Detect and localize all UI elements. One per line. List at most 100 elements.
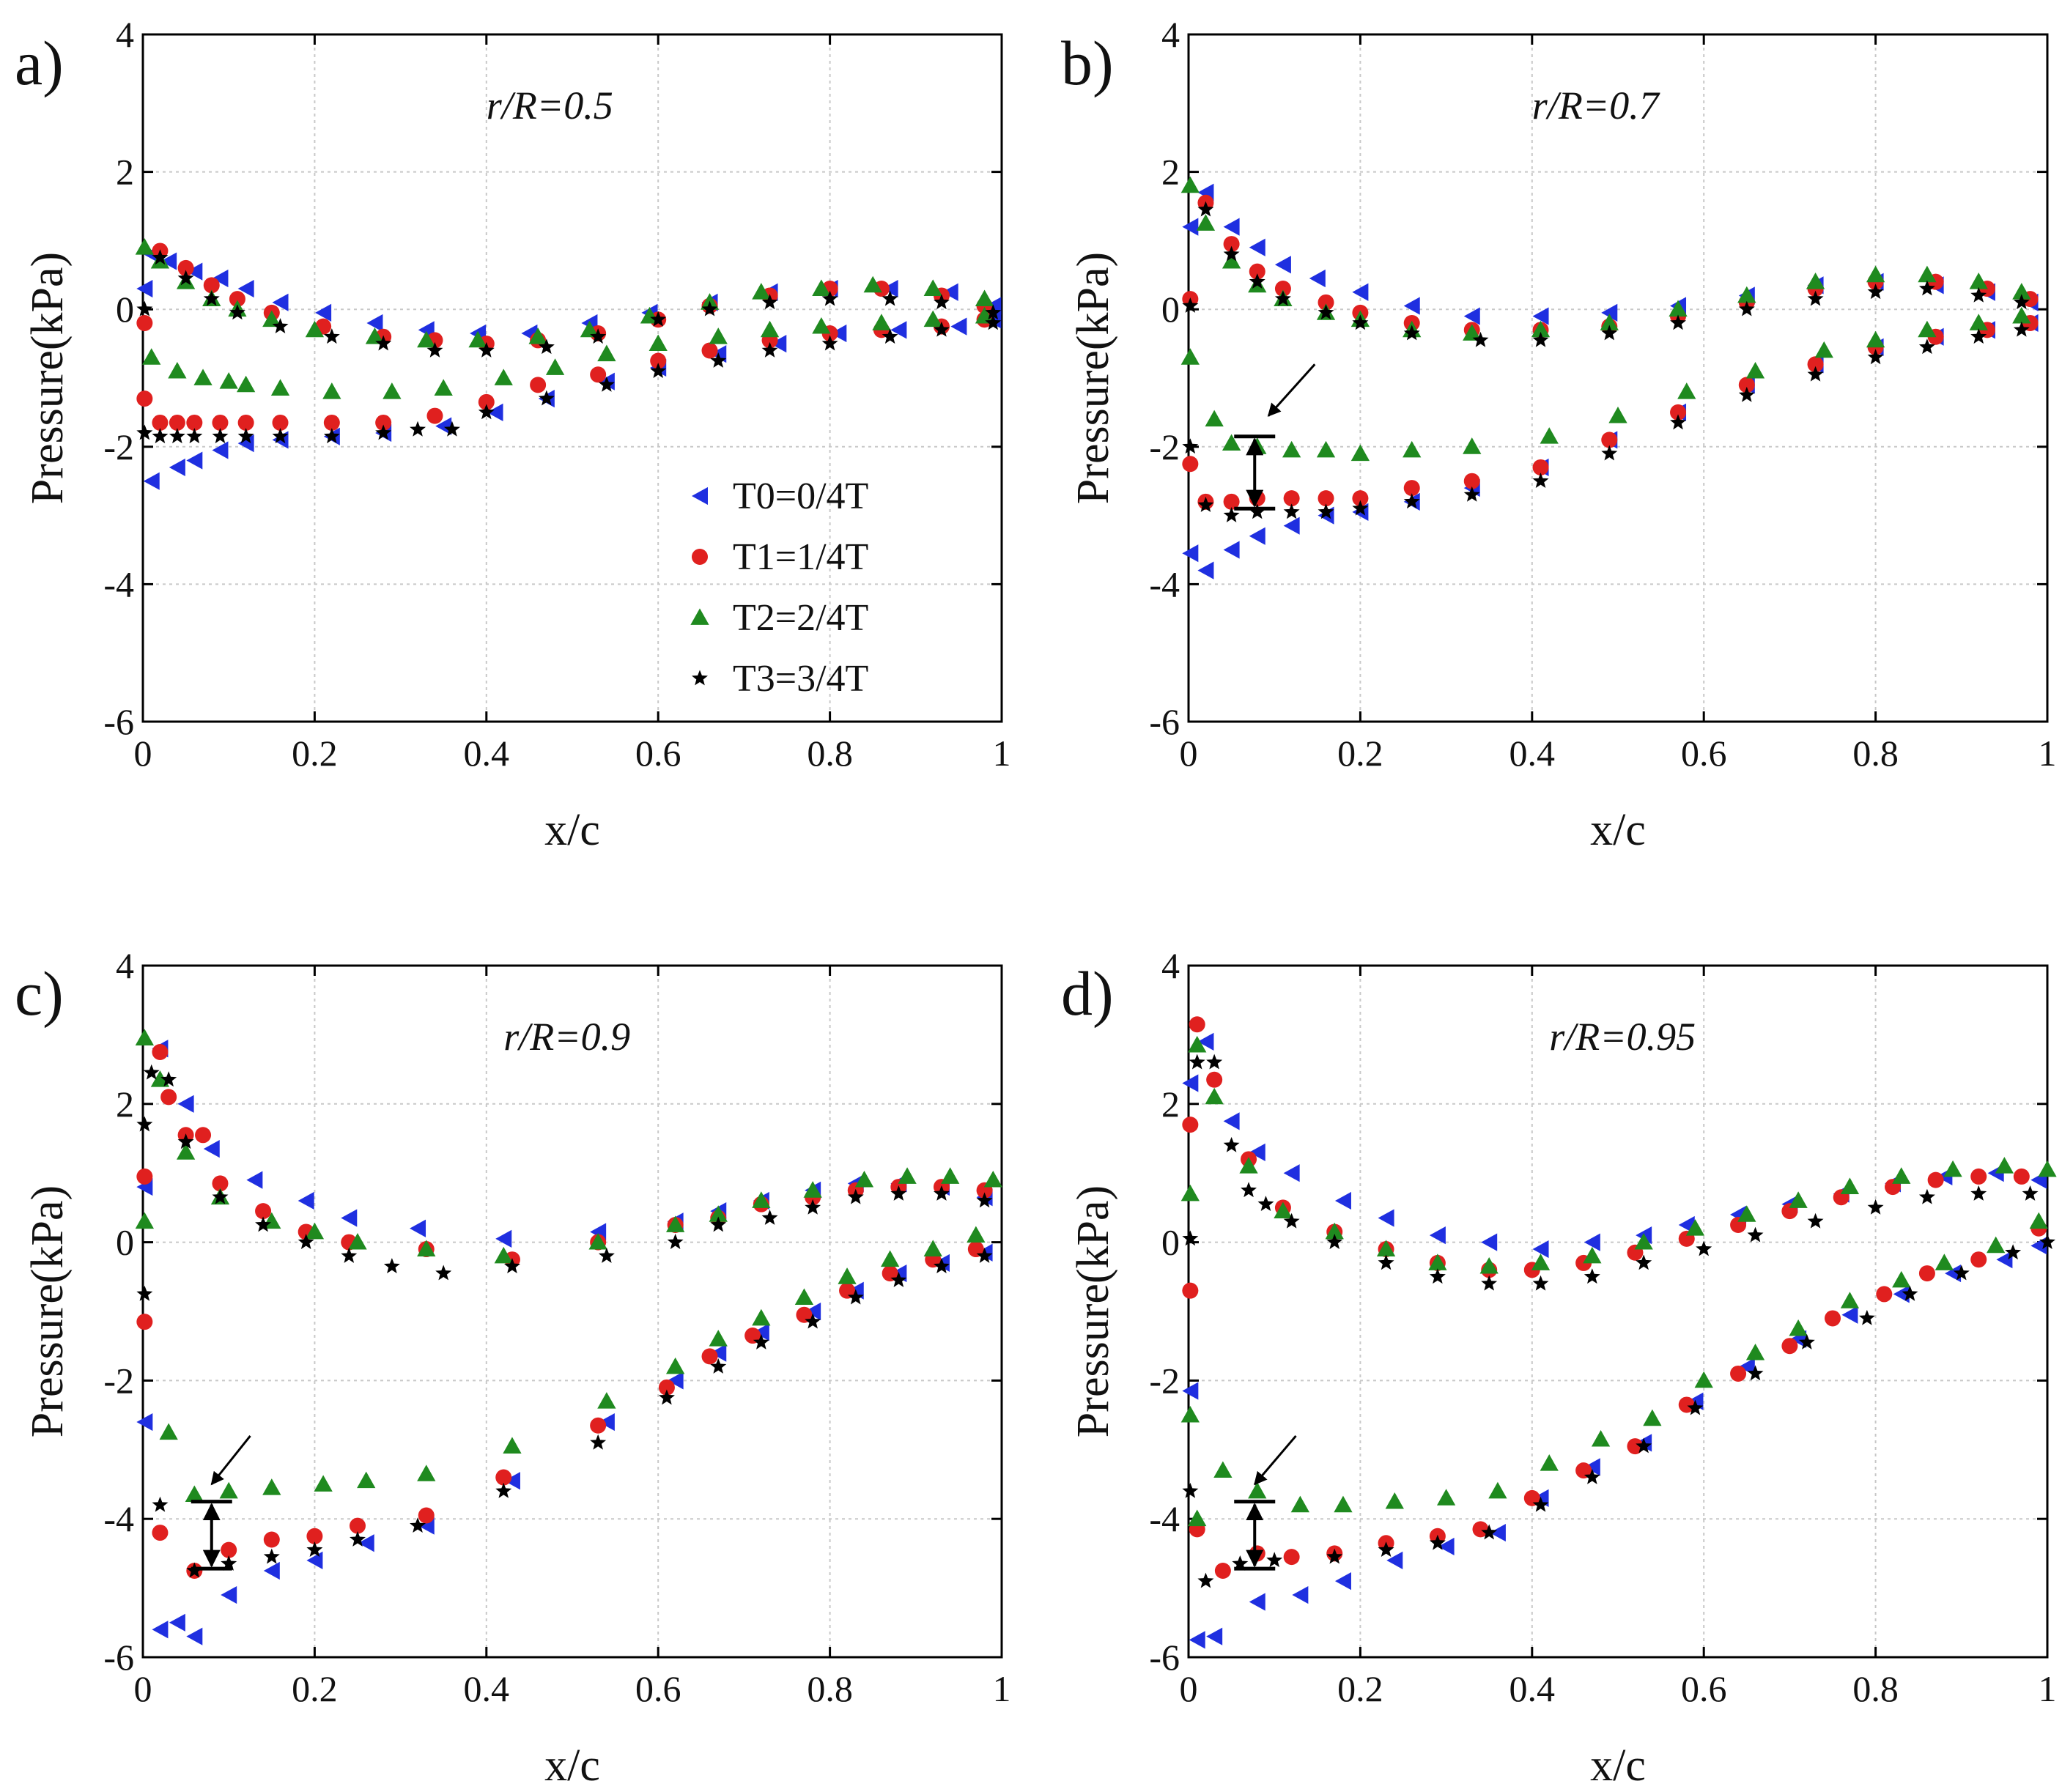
data-point [872,314,891,330]
data-point [1918,1188,1935,1204]
data-point [1182,1282,1199,1299]
y-axis-label: Pressure(kPa) [23,1185,73,1437]
data-point [710,1344,727,1362]
data-point [152,414,169,431]
data-point [1481,1275,1498,1291]
data-point [1825,1310,1841,1327]
data-point [478,404,495,420]
data-point [1970,1168,1987,1185]
data-point [443,421,460,437]
x-tick-label: 0 [134,1668,152,1709]
data-point [135,1212,154,1229]
y-tick-label: 2 [116,152,134,193]
data-point [1970,1185,1987,1201]
data-point [426,407,443,424]
data-point [1428,1254,1447,1270]
data-point [882,279,898,298]
data-point [1248,437,1267,454]
data-point [1584,1458,1600,1476]
data-point [221,1585,237,1604]
y-tick-label: 0 [116,289,134,330]
data-point [503,1258,520,1273]
data-point [375,335,392,351]
data-point [1987,1236,2006,1254]
data-point [805,1302,821,1321]
data-point [1429,1226,1446,1245]
data-point [1866,330,1885,348]
data-point [1274,256,1291,274]
data-point [863,275,882,293]
data-point [410,1517,426,1533]
data-point [1789,1319,1808,1336]
data-point [1180,1405,1200,1423]
x-tick-label: 0.2 [292,733,338,774]
data-point [1807,1212,1824,1229]
data-point [1970,286,1987,303]
data-point [1781,1338,1798,1355]
data-point [1274,290,1291,306]
data-point [1232,1555,1249,1571]
series-2 [135,1029,1002,1503]
data-point [882,328,898,344]
data-point [1670,414,1687,430]
data-point [598,1413,615,1432]
data-point [1352,314,1369,330]
x-tick-label: 0.8 [1852,733,1899,774]
data-point [1918,280,1935,296]
data-point [1283,503,1300,519]
data-point [1189,1054,1205,1070]
data-point [1807,366,1824,382]
data-point [1472,1521,1489,1538]
y-tick-label: 2 [116,1084,134,1125]
data-point [1213,1461,1233,1478]
data-point [709,1330,728,1347]
data-point [976,1192,993,1208]
data-point [882,1265,898,1282]
data-point [434,379,453,396]
data-point [1249,238,1265,256]
data-point [383,1258,400,1273]
data-point [136,314,153,331]
data-point [1385,1492,1404,1509]
data-point [136,1285,153,1301]
x-tick-label: 0.8 [807,733,853,774]
data-point [890,1185,907,1201]
data-point [262,1478,281,1495]
x-tick-label: 0.2 [1337,1668,1383,1709]
data-point [1249,263,1265,280]
data-point [761,341,778,358]
data-point [538,390,555,406]
data-point [229,291,245,308]
data-point [503,1472,520,1490]
data-point [1182,1074,1199,1092]
data-point [976,1247,993,1263]
data-point [1197,561,1214,580]
data-point [1479,1256,1499,1274]
data-point [710,1216,727,1232]
data-point [1318,490,1334,507]
x-axis-label: x/c [1590,1741,1646,1791]
data-point [839,1282,856,1299]
data-point [933,1258,950,1273]
data-point [1214,1563,1231,1579]
y-tick-label: 4 [1161,14,1180,55]
data-point [185,1485,204,1503]
data-point [1532,1496,1549,1512]
data-point [1892,1270,1911,1288]
data-point [1953,1265,1970,1281]
data-point [143,472,160,490]
data-point [794,1288,814,1306]
data-point [262,310,281,327]
data-point [169,1613,185,1632]
data-point [435,1265,452,1281]
y-tick-label: -4 [1149,1498,1180,1539]
x-tick-label: 0.2 [1337,733,1383,774]
data-point [263,1561,280,1580]
data-point [1403,480,1420,497]
data-point [648,334,668,351]
data-point [305,1222,325,1240]
data-point [168,361,187,379]
data-point [1196,214,1216,231]
panel-letter: d) [1061,958,1114,1029]
data-point [1283,1164,1300,1182]
